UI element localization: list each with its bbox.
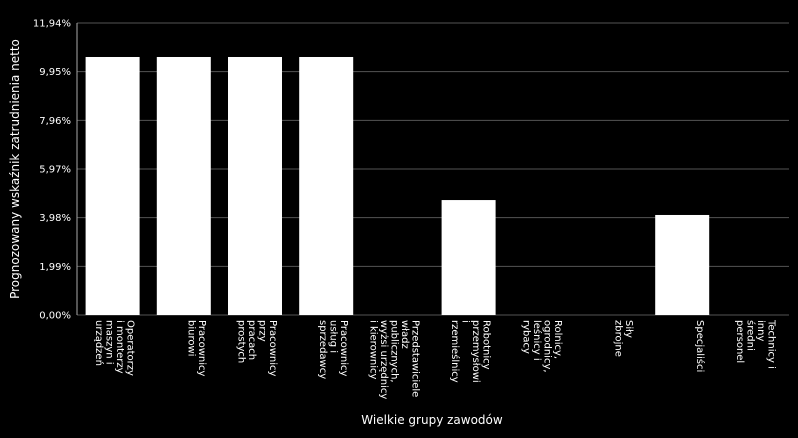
bar — [228, 56, 282, 316]
x-tick-label: Technicy iinnyśrednipersonel — [734, 319, 777, 369]
y-tick-label: 11,94% — [33, 19, 71, 30]
x-tick-label: Specjaliści — [694, 320, 706, 372]
y-tick-label: 7,96% — [39, 116, 71, 127]
y-tick-label: 3,98% — [39, 213, 71, 224]
bar — [156, 56, 211, 316]
bar — [655, 214, 710, 315]
y-tick-label: 5,97% — [39, 165, 71, 176]
x-tick-label: Przedstawicielewładzpublicznych,wyżsi ur… — [367, 320, 420, 399]
x-tick-label: Pracownicyprzypracachprostych — [236, 320, 279, 377]
bar — [85, 56, 140, 316]
bar — [441, 200, 496, 315]
x-axis-title: Wielkie grupy zawodów — [361, 413, 503, 427]
x-tick-label: Pracownicyusług isprzedawcy — [317, 320, 349, 379]
y-tick-label: 1,99% — [39, 262, 71, 273]
y-axis-title: Prognozowany wskaźnik zatrudnienia netto — [8, 39, 22, 299]
x-tick-label: Operatorzyi monterzymaszyn iurządzeń — [93, 320, 136, 376]
x-tick-label: Pracownicybiurowi — [185, 320, 207, 377]
bar — [299, 56, 354, 316]
y-tick-label: 0,00% — [39, 311, 71, 322]
x-tick-label: Rolnicy,ogrodnicy,leśnicy irybacy — [520, 320, 563, 373]
y-tick-label: 9,95% — [39, 67, 71, 78]
x-tick-label: Robotnicyprzemysłowiirzemieślnicy — [449, 320, 492, 383]
x-tick-label: Siłyzbrojne — [613, 320, 635, 357]
